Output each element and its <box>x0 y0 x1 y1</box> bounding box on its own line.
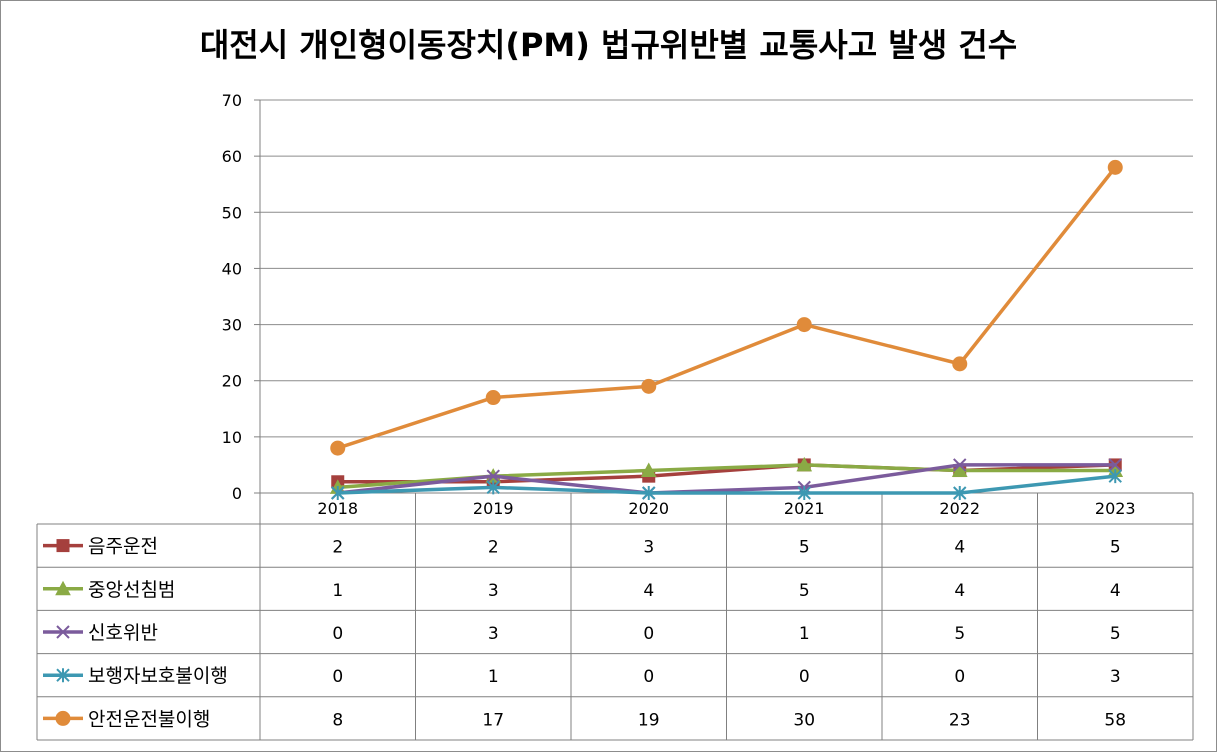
y-tick-label: 10 <box>222 428 242 447</box>
table-cell-value: 0 <box>799 667 810 687</box>
table-cell-value: 0 <box>643 624 654 644</box>
data-point <box>951 462 968 478</box>
y-tick-label: 30 <box>222 316 242 335</box>
table-cell-value: 4 <box>643 581 654 601</box>
table-cell-value: 0 <box>332 667 343 687</box>
table-cell-value: 1 <box>488 667 499 687</box>
y-tick-label: 60 <box>222 147 242 166</box>
table-cell-value: 0 <box>954 667 965 687</box>
y-tick-label: 70 <box>222 91 242 110</box>
data-point <box>641 378 657 394</box>
data-point <box>797 486 811 500</box>
y-axis: 0 10 20 30 40 50 60 70 <box>222 91 261 503</box>
data-point <box>953 458 967 472</box>
table-cell-value: 5 <box>954 624 965 644</box>
x-tick-label: 2021 <box>784 499 825 518</box>
table-cell-value: 4 <box>954 538 965 558</box>
data-point <box>952 356 968 372</box>
table-cell-value: 4 <box>954 581 965 601</box>
data-point <box>1107 159 1123 175</box>
legend-label: 중앙선침범 <box>88 579 175 601</box>
table-cell-value: 3 <box>643 538 654 558</box>
table-cell-value: 17 <box>482 710 504 730</box>
table-cell-value: 3 <box>1110 667 1121 687</box>
data-point <box>642 486 656 500</box>
legend-key <box>43 710 83 726</box>
legend-label: 음주운전 <box>88 536 158 558</box>
table-cell-value: 3 <box>488 581 499 601</box>
data-point <box>953 486 967 500</box>
series-lines <box>329 159 1124 500</box>
x-tick-label: 2022 <box>939 499 980 518</box>
data-point <box>486 469 500 483</box>
table-cell-value: 30 <box>793 710 815 730</box>
series-4 <box>331 469 1122 500</box>
table-cell-value: 5 <box>1110 538 1121 558</box>
data-point <box>796 317 812 333</box>
y-tick-label: 20 <box>222 372 242 391</box>
legend-key <box>43 539 83 553</box>
legend-label: 보행자보호불이행 <box>88 665 228 687</box>
legend-key <box>43 668 83 683</box>
x-tick-label: 2018 <box>317 499 358 518</box>
series-line <box>337 166 1117 450</box>
y-tick-label: 0 <box>232 484 242 503</box>
table-cell-value: 19 <box>638 710 660 730</box>
chart-title: 대전시 개인형이동장치(PM) 법규위반별 교통사고 발생 건수 <box>199 26 1018 64</box>
legend-label: 안전운전불이행 <box>88 708 210 730</box>
grid-lines <box>260 99 1193 494</box>
table-cell-value: 5 <box>799 538 810 558</box>
data-point <box>331 486 345 500</box>
table-cell-value: 2 <box>488 538 499 558</box>
legend-key <box>43 625 83 639</box>
table-cell-value: 5 <box>799 581 810 601</box>
data-point <box>796 456 813 472</box>
legend-label: 신호위반 <box>88 622 158 644</box>
data-point <box>1108 469 1122 484</box>
data-point <box>640 462 657 478</box>
table-cell-value: 1 <box>332 581 343 601</box>
y-tick-label: 50 <box>222 203 242 222</box>
x-tick-label: 2020 <box>628 499 669 518</box>
legend-key <box>43 580 83 596</box>
table-cell-value: 2 <box>332 538 343 558</box>
series-5 <box>330 159 1123 456</box>
table-cell-value: 3 <box>488 624 499 644</box>
table-cell-value: 4 <box>1110 581 1121 601</box>
data-point <box>1108 458 1122 472</box>
y-tick-label: 40 <box>222 259 242 278</box>
series-line <box>337 474 1116 495</box>
table-cell-value: 23 <box>949 710 971 730</box>
series-line <box>337 463 1116 495</box>
table-cell-value: 58 <box>1104 710 1126 730</box>
table-cell-value: 8 <box>332 710 343 730</box>
data-point <box>485 390 501 406</box>
x-tick-label: 2023 <box>1095 499 1136 518</box>
x-tick-label: 2019 <box>473 499 514 518</box>
table-cell-value: 0 <box>332 624 343 644</box>
data-point <box>486 480 500 495</box>
data-point <box>330 440 346 456</box>
table-cell-value: 0 <box>643 667 654 687</box>
table-cell-value: 5 <box>1110 624 1121 644</box>
table-cell-value: 1 <box>799 624 810 644</box>
